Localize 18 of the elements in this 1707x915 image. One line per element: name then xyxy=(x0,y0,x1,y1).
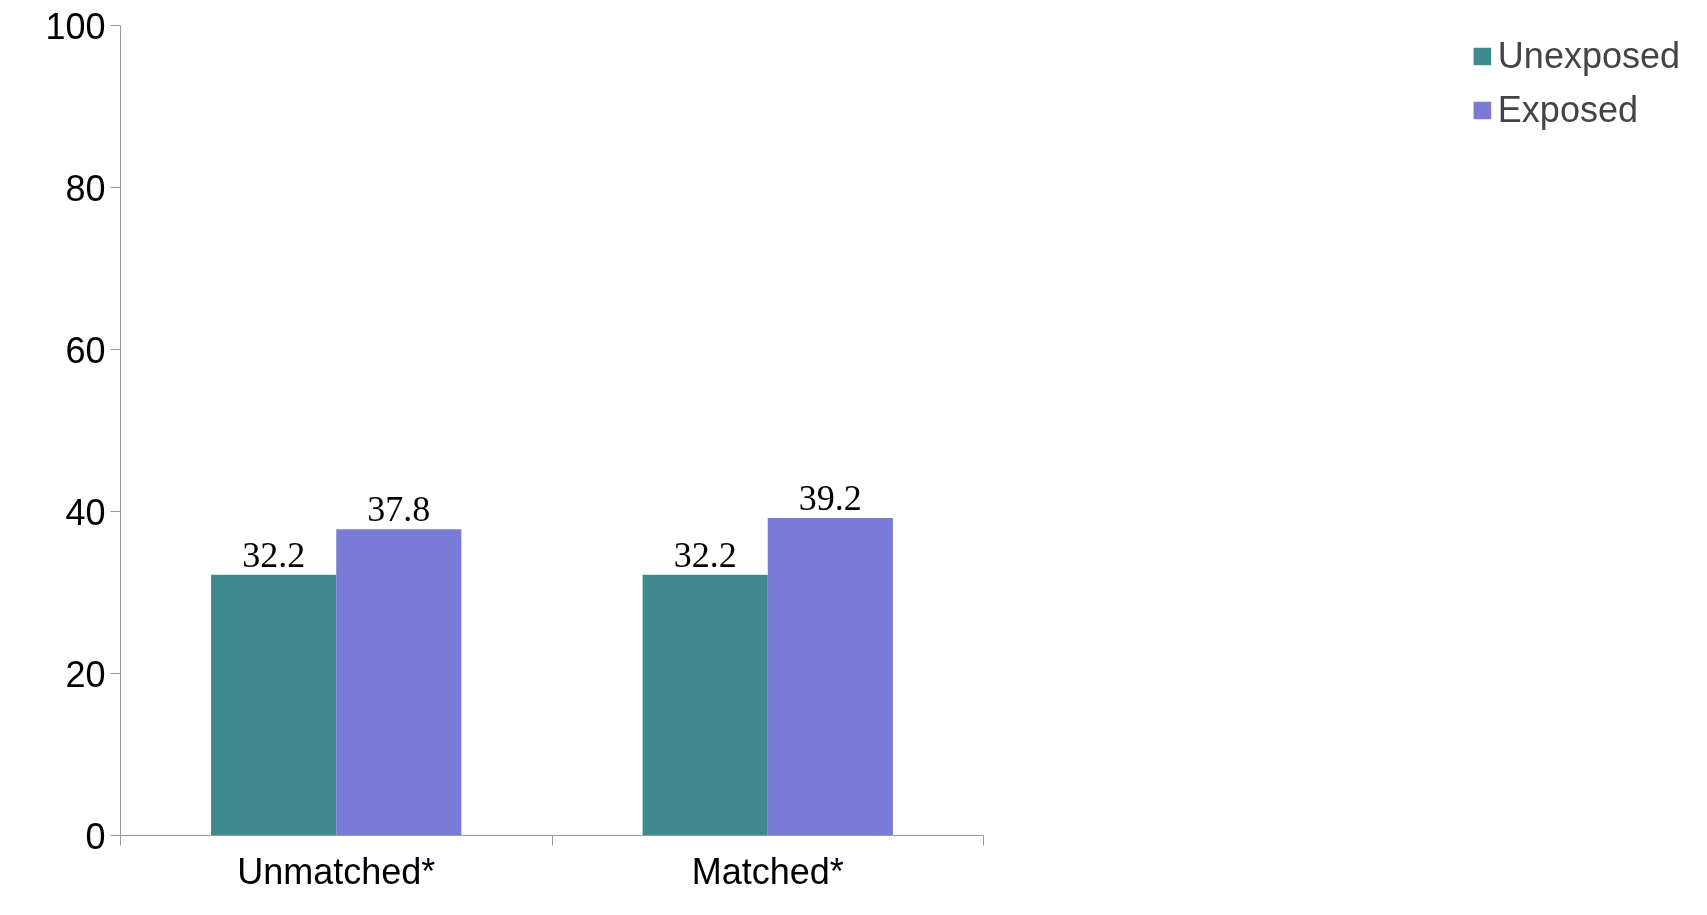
x-tick-label: Unmatched* xyxy=(237,850,436,892)
bar xyxy=(642,574,768,836)
data-label: 32.2 xyxy=(673,534,737,575)
y-tick-label: 40 xyxy=(65,491,106,533)
legend-label: Exposed xyxy=(1497,89,1638,131)
data-label: 32.2 xyxy=(242,534,306,575)
y-tick-label: 20 xyxy=(65,653,106,695)
y-tick-label: 0 xyxy=(85,815,106,857)
y-tick-label: 80 xyxy=(65,167,106,209)
legend-label: Unexposed xyxy=(1497,35,1680,77)
data-label: 39.2 xyxy=(798,477,862,518)
bar xyxy=(336,529,462,836)
data-label: 37.8 xyxy=(367,489,431,530)
bar xyxy=(211,574,337,836)
y-tick-label: 100 xyxy=(45,5,106,47)
y-tick-label: 60 xyxy=(65,329,106,371)
bar xyxy=(767,517,893,836)
x-tick-label: Matched* xyxy=(691,850,844,892)
